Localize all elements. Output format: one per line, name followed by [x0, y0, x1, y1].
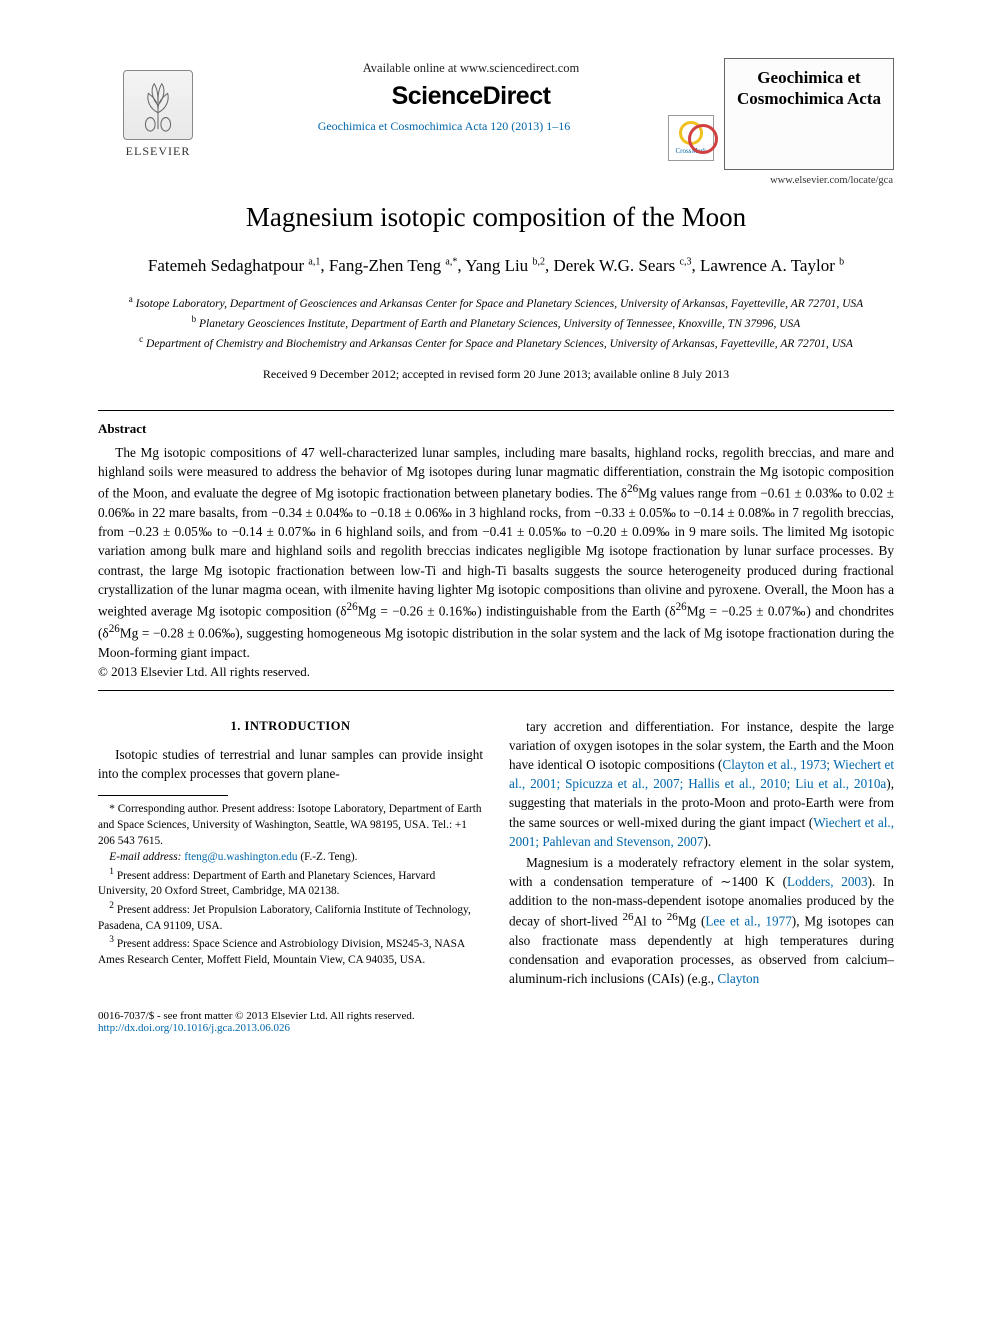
- abstract-copyright: © 2013 Elsevier Ltd. All rights reserved…: [98, 664, 894, 680]
- footnote-2: 2 Present address: Jet Propulsion Labora…: [98, 900, 483, 934]
- article-title: Magnesium isotopic composition of the Mo…: [98, 202, 894, 233]
- footer-left: 0016-7037/$ - see front matter © 2013 El…: [98, 1010, 415, 1034]
- elsevier-logo: ELSEVIER: [98, 70, 218, 159]
- article-dates: Received 9 December 2012; accepted in re…: [98, 367, 894, 382]
- doi-link[interactable]: http://dx.doi.org/10.1016/j.gca.2013.06.…: [98, 1022, 415, 1034]
- journal-cover: Geochimica et Cosmochimica Acta www.else…: [724, 58, 894, 170]
- email-link[interactable]: fteng@u.washington.edu: [184, 851, 297, 863]
- elsevier-label: ELSEVIER: [126, 144, 191, 159]
- header: ELSEVIER Available online at www.science…: [98, 58, 894, 170]
- affiliations: a Isotope Laboratory, Department of Geos…: [98, 293, 894, 353]
- footnote-1: 1 Present address: Department of Earth a…: [98, 866, 483, 900]
- intro-para-3: Magnesium is a moderately refractory ele…: [509, 853, 894, 988]
- affiliation-c: c Department of Chemistry and Biochemist…: [108, 333, 884, 353]
- front-matter-text: 0016-7037/$ - see front matter © 2013 El…: [98, 1010, 415, 1022]
- page: ELSEVIER Available online at www.science…: [0, 0, 992, 1074]
- affiliation-a: a Isotope Laboratory, Department of Geos…: [108, 293, 884, 313]
- two-column-body: 1. INTRODUCTION Isotopic studies of terr…: [98, 717, 894, 988]
- footnote-corresponding: * Corresponding author. Present address:…: [98, 802, 483, 849]
- intro-para-2: tary accretion and differentiation. For …: [509, 717, 894, 851]
- sciencedirect-logo: ScienceDirect: [228, 82, 714, 111]
- journal-cover-title: Geochimica et Cosmochimica Acta: [737, 68, 881, 108]
- footnote-email: E-mail address: fteng@u.washington.edu (…: [98, 850, 483, 866]
- abstract-body: The Mg isotopic compositions of 47 well-…: [98, 443, 894, 662]
- journal-citation[interactable]: CrossMark Geochimica et Cosmochimica Act…: [228, 119, 714, 134]
- crossmark-icon[interactable]: CrossMark: [668, 115, 714, 161]
- footnote-3: 3 Present address: Space Science and Ast…: [98, 934, 483, 968]
- header-center: Available online at www.sciencedirect.co…: [228, 61, 714, 167]
- elsevier-tree-icon: [123, 70, 193, 140]
- rule-top: [98, 410, 894, 411]
- intro-heading: 1. INTRODUCTION: [98, 717, 483, 735]
- email-label: E-mail address:: [109, 851, 181, 863]
- journal-locate-url: www.elsevier.com/locate/gca: [770, 174, 893, 187]
- intro-para-1: Isotopic studies of terrestrial and luna…: [98, 745, 483, 783]
- abstract-heading: Abstract: [98, 421, 894, 437]
- affiliation-b: b Planetary Geosciences Institute, Depar…: [108, 313, 884, 333]
- footnotes: * Corresponding author. Present address:…: [98, 802, 483, 968]
- email-name: (F.-Z. Teng).: [300, 851, 357, 863]
- author-list: Fatemeh Sedaghatpour a,1, Fang-Zhen Teng…: [98, 253, 894, 279]
- footnote-separator: [98, 795, 228, 796]
- rule-bottom: [98, 690, 894, 691]
- journal-citation-text: Geochimica et Cosmochimica Acta 120 (201…: [318, 119, 571, 133]
- available-online-text: Available online at www.sciencedirect.co…: [228, 61, 714, 76]
- page-footer: 0016-7037/$ - see front matter © 2013 El…: [98, 1010, 894, 1034]
